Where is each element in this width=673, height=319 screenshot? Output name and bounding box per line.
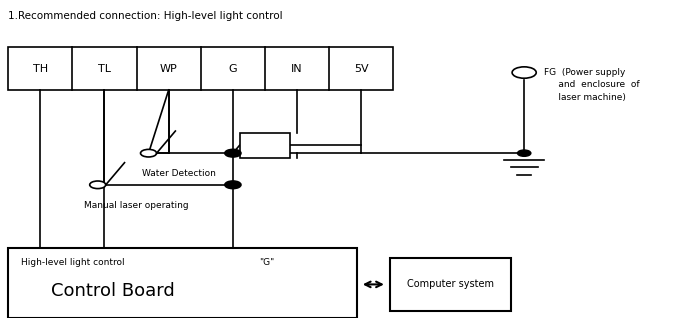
Bar (8, 47, 394, 90)
Bar (240, 133, 291, 158)
Text: G: G (229, 63, 237, 74)
Text: 5V: 5V (354, 63, 369, 74)
Text: Manual laser operating: Manual laser operating (84, 201, 189, 210)
Text: IN: IN (291, 63, 303, 74)
Text: Control Board: Control Board (50, 282, 174, 300)
Text: "G": "G" (259, 257, 275, 267)
Text: TH: TH (33, 63, 48, 74)
Text: TL: TL (98, 63, 111, 74)
Bar (8, 248, 357, 318)
Text: Computer system: Computer system (407, 279, 494, 289)
Circle shape (225, 149, 241, 157)
Text: High-level light control: High-level light control (22, 257, 125, 267)
Circle shape (512, 67, 536, 78)
Text: Water Detection: Water Detection (142, 169, 216, 178)
Text: WP: WP (160, 63, 178, 74)
Circle shape (141, 149, 157, 157)
Text: 1.Recommended connection: High-level light control: 1.Recommended connection: High-level lig… (8, 11, 283, 21)
Circle shape (225, 181, 241, 189)
Text: FG  (Power supply
     and  enclosure  of
     laser machine): FG (Power supply and enclosure of laser … (544, 68, 640, 102)
Bar (390, 257, 511, 311)
Circle shape (518, 150, 531, 156)
Circle shape (90, 181, 106, 189)
